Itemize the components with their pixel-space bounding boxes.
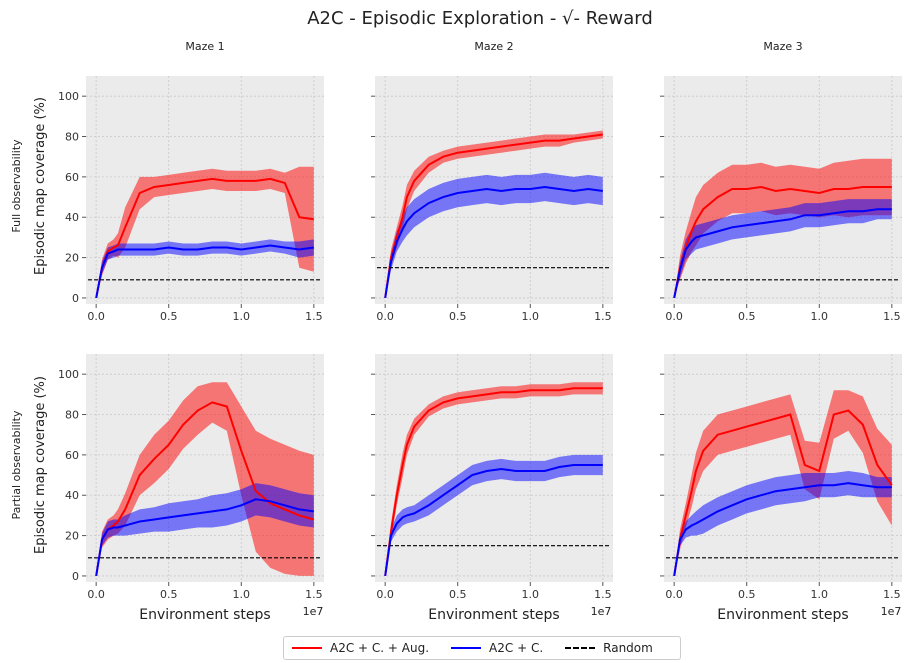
series-line <box>95 177 314 299</box>
figure-title: A2C - Episodic Exploration - √- Reward <box>307 8 653 29</box>
y-tick-label: 40 <box>65 489 79 502</box>
ylabel-row-1: Episodic map coverage (%) <box>33 97 48 275</box>
series-line <box>384 464 603 577</box>
x-tick-label: 0.5 <box>160 310 178 323</box>
legend-item-base: A2C + C. <box>451 641 543 655</box>
series-band <box>674 158 892 298</box>
series-band <box>96 382 314 576</box>
series-band <box>96 483 314 576</box>
series-line <box>95 498 314 577</box>
legend-swatch-aug <box>292 647 322 649</box>
x-tick-label: 0.0 <box>87 588 105 601</box>
x-tick-label: 0.5 <box>738 588 756 601</box>
x-tick-label: 1.0 <box>522 310 540 323</box>
x-tick-label: 1.5 <box>594 588 612 601</box>
legend-label-base: A2C + C. <box>489 641 544 655</box>
legend-label-aug: A2C + C. + Aug. <box>330 641 430 655</box>
x-offset-3: 1e7 <box>881 605 902 618</box>
col-title-1: Maze 1 <box>185 40 224 53</box>
x-tick-label: 0.5 <box>449 310 467 323</box>
x-tick-label: 1.0 <box>233 310 251 323</box>
x-offset-2: 1e7 <box>591 605 612 618</box>
y-tick-label: 20 <box>65 252 79 265</box>
x-tick-label: 0.0 <box>87 310 105 323</box>
legend-label-random: Random <box>603 641 653 655</box>
row-label-partial: Partial observability <box>10 410 23 520</box>
y-tick-label: 100 <box>58 368 79 381</box>
panel-1-1: 0.0 0.5 1.0 1.5 0 20 40 60 80 100 <box>58 76 324 323</box>
y-tick-label: 20 <box>65 530 79 543</box>
y-tick-label: 60 <box>65 449 79 462</box>
series-line <box>384 185 603 299</box>
panel-2-2: 0.0 0.5 1.0 1.5 <box>371 354 613 601</box>
ylabel-row-2: Episodic map coverage (%) <box>33 376 48 554</box>
y-tick-label: 80 <box>65 131 79 144</box>
y-tick-label: 100 <box>58 90 79 103</box>
y-tick-label: 0 <box>72 292 79 305</box>
x-tick-label: 1.0 <box>233 588 251 601</box>
series-band <box>674 390 892 576</box>
xlabel-2: Environment steps <box>428 607 559 623</box>
x-tick-label: 0.5 <box>160 588 178 601</box>
series-line <box>673 482 892 577</box>
legend-item-aug: A2C + C. + Aug. <box>292 641 429 655</box>
x-tick-label: 0.0 <box>665 588 683 601</box>
col-title-2: Maze 2 <box>474 40 513 53</box>
series-line <box>673 185 892 299</box>
legend-swatch-random <box>565 647 596 649</box>
xlabel-1: Environment steps <box>139 607 270 623</box>
panel-2-3: 0.0 0.5 1.0 1.5 <box>660 354 902 601</box>
x-tick-label: 1.5 <box>305 310 323 323</box>
x-tick-label: 0.5 <box>738 310 756 323</box>
panel-1-3: 0.0 0.5 1.0 1.5 <box>660 76 902 323</box>
panel-1-2: 0.0 0.5 1.0 1.5 <box>371 76 613 323</box>
y-tick-label: 80 <box>65 409 79 422</box>
x-tick-label: 0.0 <box>665 310 683 323</box>
x-tick-label: 1.0 <box>522 588 540 601</box>
series-band <box>674 471 892 576</box>
x-tick-label: 1.5 <box>305 588 323 601</box>
series-band <box>96 239 314 298</box>
legend-swatch-base <box>451 647 482 649</box>
series-line <box>673 208 892 299</box>
legend: A2C + C. + Aug. A2C + C. Random <box>283 636 681 660</box>
series-band <box>385 454 603 576</box>
legend-item-random: Random <box>565 641 653 655</box>
row-label-full: Full observability <box>10 139 23 233</box>
col-title-3: Maze 3 <box>763 40 802 53</box>
xlabel-3: Environment steps <box>717 607 848 623</box>
series-line <box>95 401 315 577</box>
x-offset-1: 1e7 <box>303 605 324 618</box>
panel-2-1: 0.0 0.5 1.0 1.5 0 20 40 60 80 100 <box>58 354 324 601</box>
y-tick-label: 60 <box>65 171 79 184</box>
x-tick-label: 1.0 <box>811 310 829 323</box>
series-line <box>384 133 603 299</box>
x-tick-label: 1.5 <box>594 310 612 323</box>
series-line <box>95 244 314 299</box>
x-tick-label: 1.5 <box>883 310 901 323</box>
x-tick-label: 1.0 <box>811 588 829 601</box>
series-band <box>385 172 603 298</box>
x-tick-label: 0.5 <box>449 588 467 601</box>
y-tick-label: 40 <box>65 211 79 224</box>
x-tick-label: 0.0 <box>376 588 394 601</box>
series-band <box>96 166 314 298</box>
x-tick-label: 0.0 <box>376 310 394 323</box>
series-line <box>673 409 893 577</box>
y-tick-label: 0 <box>72 570 79 583</box>
x-tick-label: 1.5 <box>883 588 901 601</box>
series-line <box>384 387 603 577</box>
series-band <box>674 199 892 298</box>
